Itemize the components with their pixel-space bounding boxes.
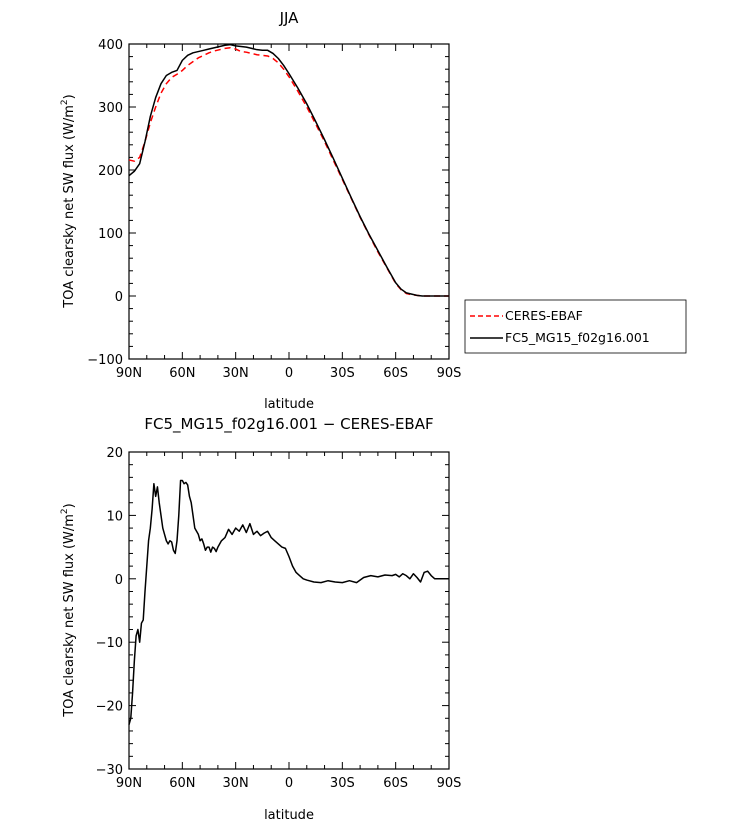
chart-top: JJA 90N 60N 30N 0 30S 60S 90S −100 0 100 200 300 400… [60, 9, 687, 412]
legend-box [464, 299, 687, 354]
x-tick-label: 0 [285, 776, 293, 791]
y-tick-label: 200 [98, 164, 123, 179]
chart-bottom-ylabel-end: ) [62, 503, 77, 508]
y-tick-label: 0 [115, 290, 123, 305]
x-tick-label: 90S [437, 776, 462, 791]
chart-bottom-xlabel: latitude [264, 808, 314, 823]
x-tick-label: 0 [285, 366, 293, 381]
chart-bottom-plot-frame [128, 451, 450, 770]
x-tick-label: 60S [383, 776, 408, 791]
y-tick-label: 10 [106, 509, 123, 524]
chart-bottom-ticks [128, 451, 450, 770]
y-tick-label: 0 [115, 573, 123, 588]
series-line-1 [128, 43, 449, 297]
x-tick-label: 30S [330, 366, 355, 381]
chart-top-title: JJA [279, 9, 300, 27]
x-tick-label: 90N [116, 776, 142, 791]
chart-top-plot-frame [128, 43, 450, 360]
chart-top-ticks [128, 43, 450, 360]
chart-bottom-ylabel: TOA clearsky net SW flux (W/m2) [60, 503, 77, 717]
y-tick-label: 400 [98, 38, 123, 53]
chart-bottom-ylabel-sup: 2 [60, 508, 70, 514]
series-line-0 [128, 479, 449, 725]
legend-label-ceres: CERES-EBAF [505, 308, 583, 323]
x-tick-label: 30N [223, 366, 249, 381]
y-tick-label: −10 [96, 636, 123, 651]
chart-bottom-tick-labels: 90N 60N 30N 0 30S 60S 90S −30 −20 −10 0 10 20 [96, 446, 462, 791]
y-tick-label: 100 [98, 227, 123, 242]
chart-top-legend: CERES-EBAF FC5_MG15_f02g16.001 [464, 299, 687, 354]
y-tick-label: 20 [106, 446, 123, 461]
legend-label-fc5: FC5_MG15_f02g16.001 [505, 330, 650, 345]
x-tick-label: 90N [116, 366, 142, 381]
x-tick-label: 60N [169, 776, 195, 791]
chart-bottom-title: FC5_MG15_f02g16.001 − CERES-EBAF [144, 415, 433, 434]
x-tick-label: 60S [383, 366, 408, 381]
series-line-0 [128, 47, 449, 297]
chart-top-ylabel-end: ) [62, 94, 77, 99]
x-tick-label: 90S [437, 366, 462, 381]
y-tick-label: −100 [87, 353, 123, 368]
chart-bottom: FC5_MG15_f02g16.001 − CERES-EBAF 90N 60N 3… [60, 415, 461, 823]
chart-top-ylabel-main: TOA clearsky net SW flux (W/m [62, 105, 77, 309]
y-tick-label: 300 [98, 101, 123, 116]
chart-top-xlabel: latitude [264, 397, 314, 412]
x-tick-label: 60N [169, 366, 195, 381]
chart-bottom-series [128, 479, 449, 725]
x-tick-label: 30N [223, 776, 249, 791]
chart-top-tick-labels: 90N 60N 30N 0 30S 60S 90S −100 0 100 200 300 400 [87, 38, 461, 381]
x-tick-label: 30S [330, 776, 355, 791]
y-tick-label: −30 [96, 763, 123, 778]
chart-top-ylabel-sup: 2 [60, 99, 70, 105]
chart-top-ylabel: TOA clearsky net SW flux (W/m2) [60, 94, 77, 308]
chart-bottom-ylabel-main: TOA clearsky net SW flux (W/m [62, 514, 77, 718]
chart-top-series [128, 43, 449, 297]
y-tick-label: −20 [96, 700, 123, 715]
